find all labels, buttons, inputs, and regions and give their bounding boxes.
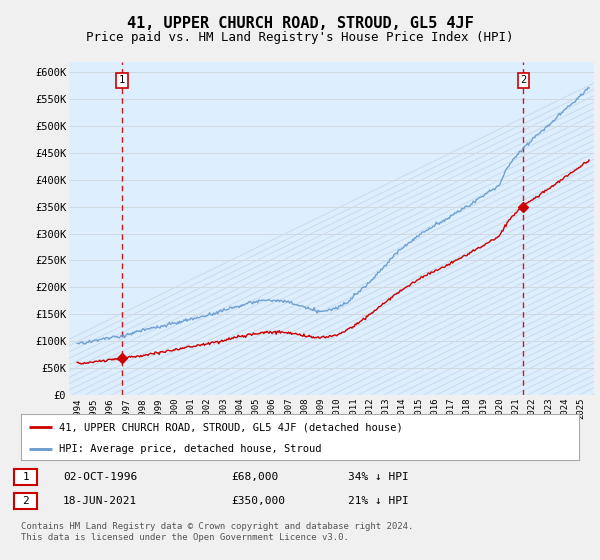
Text: 41, UPPER CHURCH ROAD, STROUD, GL5 4JF (detached house): 41, UPPER CHURCH ROAD, STROUD, GL5 4JF (…: [59, 422, 403, 432]
Text: 1: 1: [119, 76, 125, 86]
Text: £68,000: £68,000: [231, 472, 278, 482]
Text: 41, UPPER CHURCH ROAD, STROUD, GL5 4JF: 41, UPPER CHURCH ROAD, STROUD, GL5 4JF: [127, 16, 473, 31]
Text: 18-JUN-2021: 18-JUN-2021: [63, 496, 137, 506]
Text: Price paid vs. HM Land Registry's House Price Index (HPI): Price paid vs. HM Land Registry's House …: [86, 31, 514, 44]
Text: 34% ↓ HPI: 34% ↓ HPI: [348, 472, 409, 482]
Text: HPI: Average price, detached house, Stroud: HPI: Average price, detached house, Stro…: [59, 444, 322, 454]
Text: 02-OCT-1996: 02-OCT-1996: [63, 472, 137, 482]
Text: £350,000: £350,000: [231, 496, 285, 506]
Text: 2: 2: [520, 76, 527, 86]
Text: 2: 2: [22, 496, 29, 506]
Text: Contains HM Land Registry data © Crown copyright and database right 2024.
This d: Contains HM Land Registry data © Crown c…: [21, 522, 413, 542]
Text: 21% ↓ HPI: 21% ↓ HPI: [348, 496, 409, 506]
Text: 1: 1: [22, 472, 29, 482]
